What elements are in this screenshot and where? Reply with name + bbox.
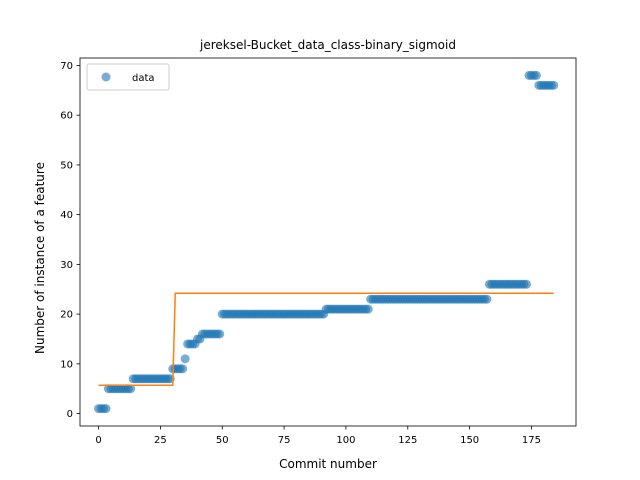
data-point	[215, 329, 225, 339]
plot-area	[94, 70, 559, 414]
axes: 0 25 50 75 100 125 150 175 0 10 20 30 40 50 60 70	[60, 57, 577, 446]
x-tick-label: 25	[154, 435, 167, 446]
data-point	[363, 304, 373, 314]
x-tick-label: 175	[522, 435, 541, 446]
x-axis-label: Commit number	[279, 457, 377, 471]
data-point	[531, 70, 541, 80]
x-tick-label: 150	[460, 435, 479, 446]
y-tick-label: 60	[60, 111, 73, 122]
data-point	[180, 354, 190, 364]
y-tick-label: 30	[60, 260, 73, 271]
y-tick-label: 40	[60, 210, 73, 221]
y-tick-label: 0	[67, 409, 73, 420]
data-point	[178, 364, 188, 374]
x-tick-label: 0	[95, 435, 101, 446]
axes-frame	[79, 57, 577, 427]
legend: data	[86, 63, 170, 91]
y-tick-label: 70	[60, 61, 73, 72]
chart-title: jereksel-Bucket_data_class-binary_sigmoi…	[199, 38, 456, 52]
legend-frame	[86, 63, 170, 91]
y-axis-label: Number of instance of a feature	[33, 162, 47, 354]
x-tick-label: 75	[278, 435, 291, 446]
y-tick-label: 20	[60, 310, 73, 321]
y-tick-label: 50	[60, 160, 73, 171]
legend-marker-data	[101, 72, 111, 82]
data-point	[482, 294, 492, 304]
x-tick-label: 125	[398, 435, 417, 446]
y-tick-label: 10	[60, 359, 73, 370]
x-tick-label: 50	[216, 435, 229, 446]
data-point	[101, 404, 111, 414]
fit-line	[98, 292, 554, 386]
x-tick-label: 100	[336, 435, 355, 446]
legend-label-data: data	[132, 73, 155, 84]
data-point	[522, 279, 532, 289]
data-point	[126, 384, 136, 394]
data-point	[549, 80, 559, 90]
